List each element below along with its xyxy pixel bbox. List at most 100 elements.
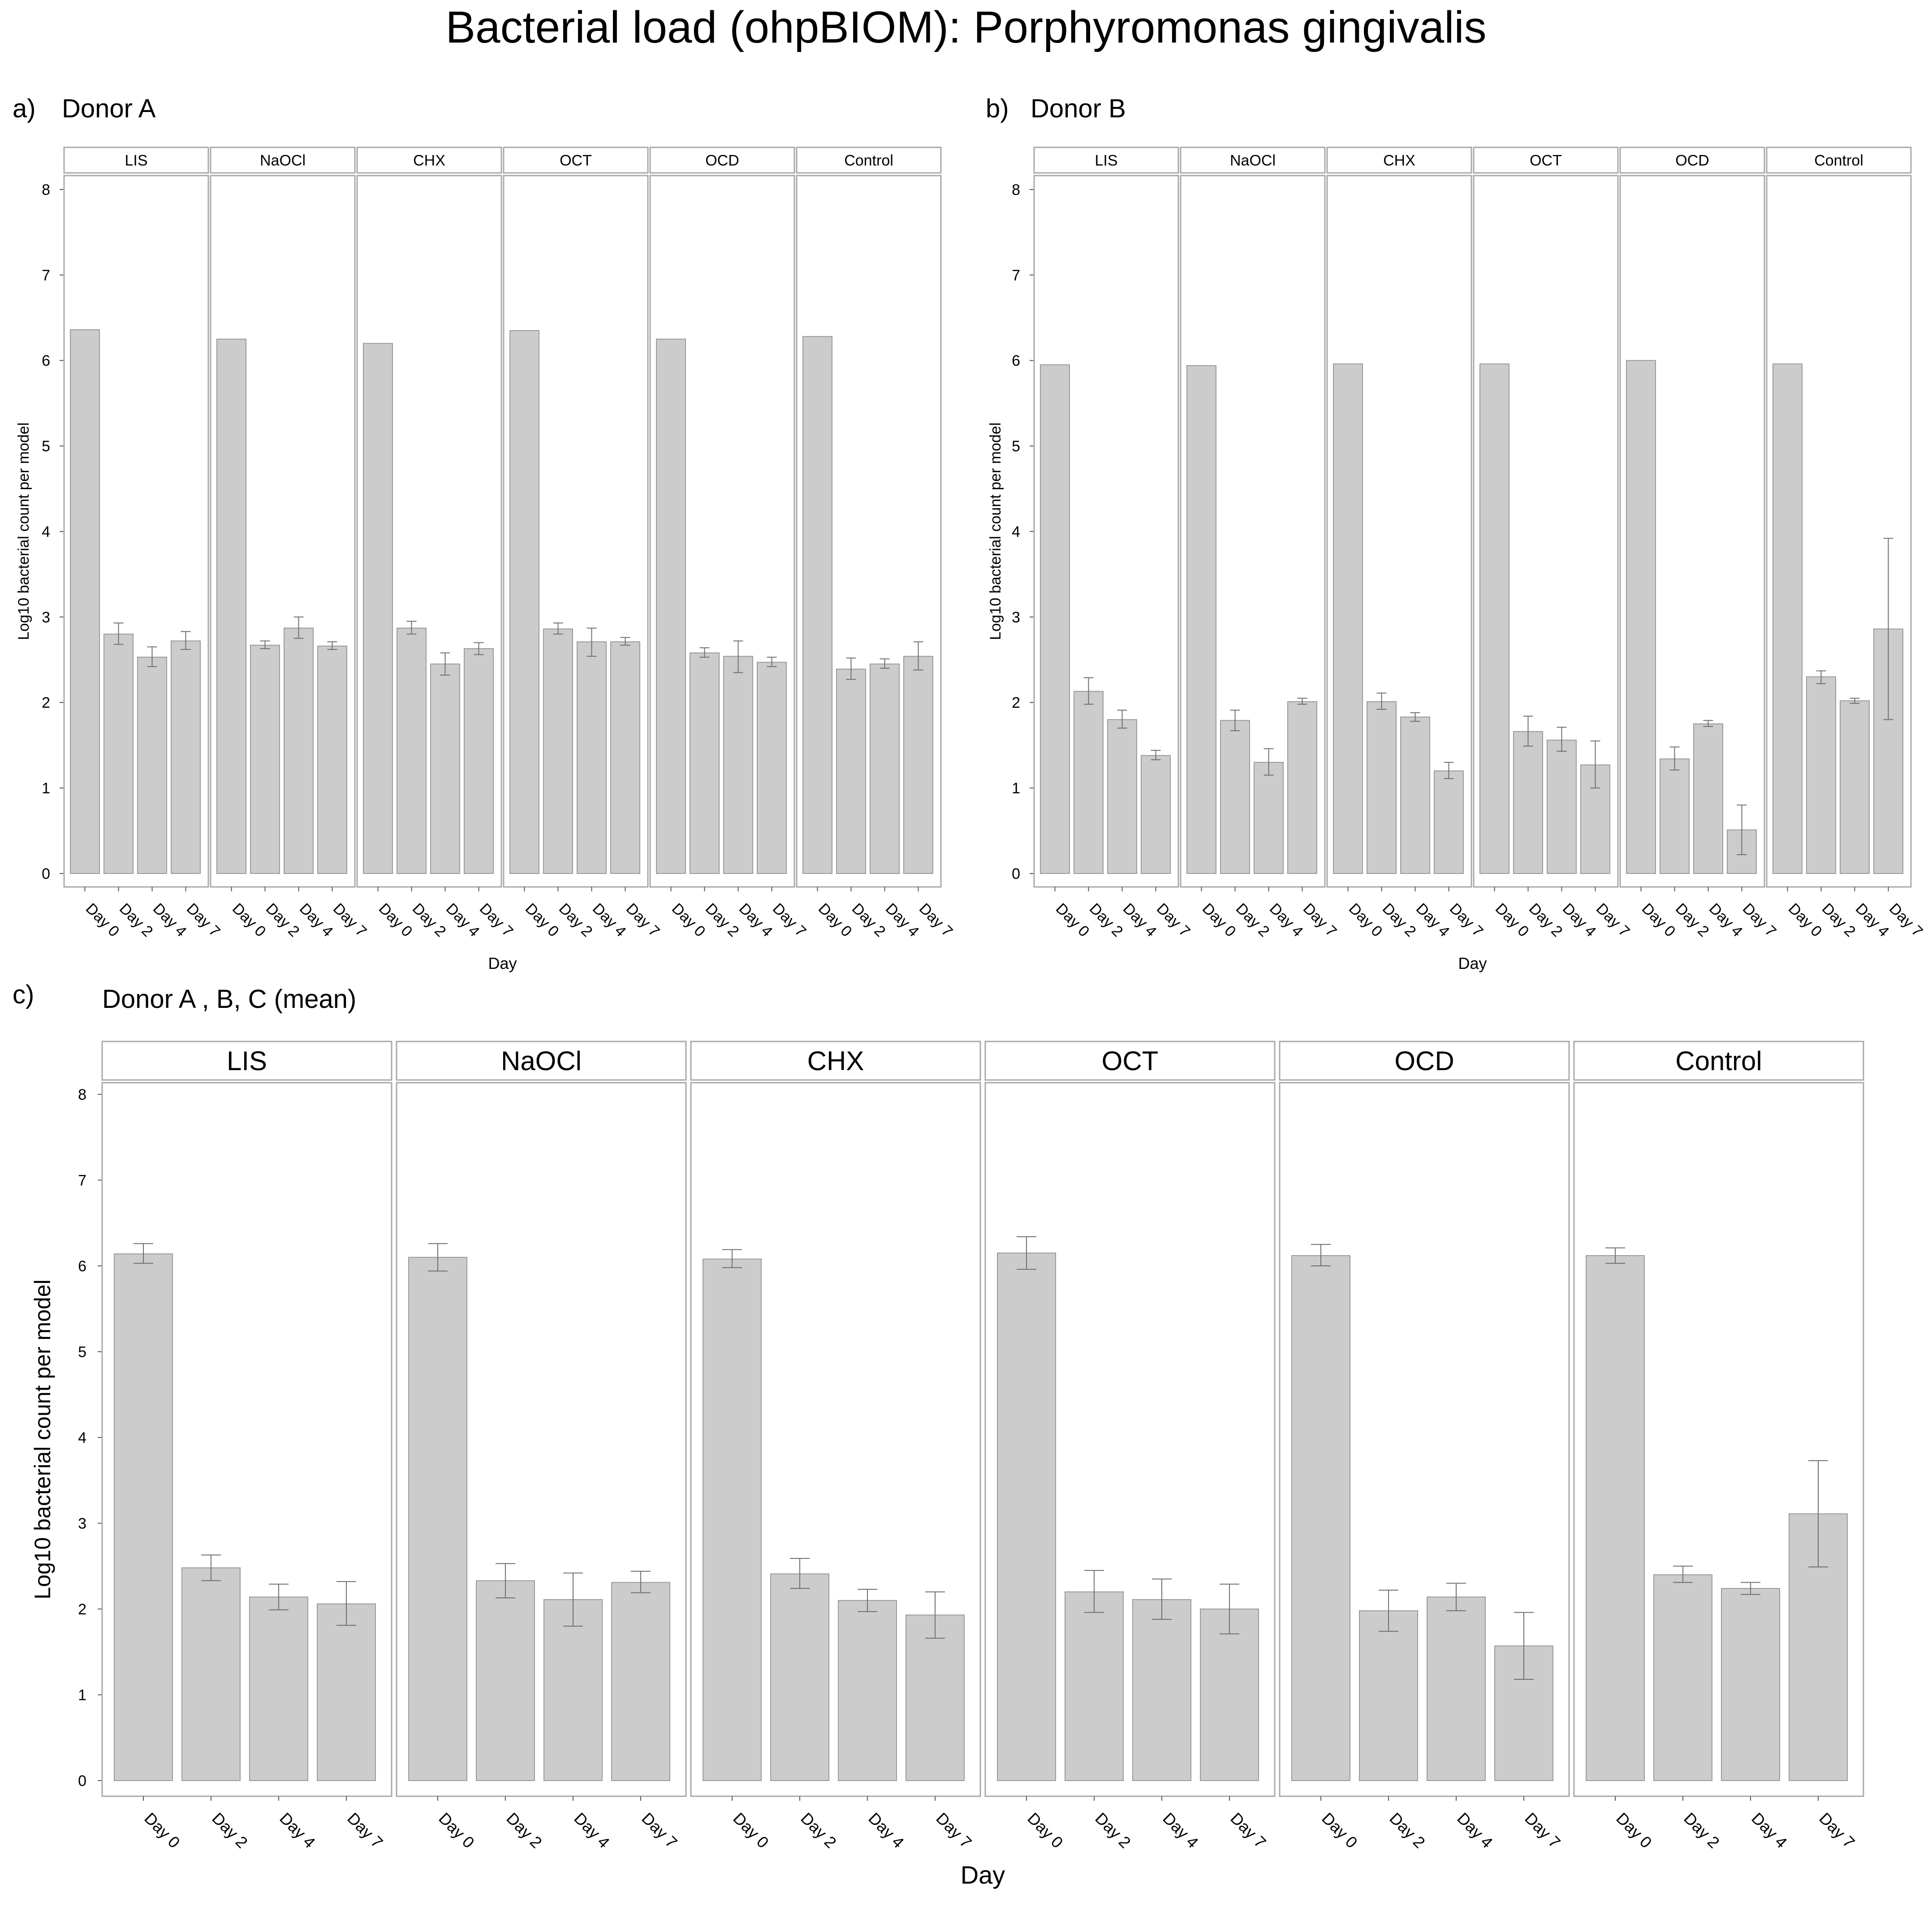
facet-strip <box>503 146 649 174</box>
bar-ocd-day-2 <box>1359 1610 1418 1781</box>
facet-strip <box>1326 146 1472 174</box>
bar-naocl-day-4 <box>543 1599 603 1781</box>
bar-chx-day-0 <box>703 1258 762 1781</box>
bar-naocl-day-0 <box>408 1256 467 1781</box>
y-tick-label: 5 <box>1012 438 1020 455</box>
figure-title: Bacterial load (ohpBIOM): Porphyromonas … <box>445 2 1486 52</box>
facet-strip-label: OCT <box>1530 152 1562 169</box>
bar-chx-day-4 <box>430 663 460 874</box>
bar-oct-day-4 <box>1547 740 1577 874</box>
panel-title: Donor A <box>62 94 156 123</box>
bar-naocl-day-4 <box>1254 762 1284 874</box>
bar-lis-day-4 <box>137 657 167 874</box>
bar-lis-day-0 <box>114 1253 173 1781</box>
y-tick-label: 7 <box>78 1172 86 1189</box>
facet-strip-label: OCT <box>1102 1046 1159 1076</box>
facet-strip <box>1473 146 1619 174</box>
bar-chx-day-2 <box>397 628 427 874</box>
panel-title: Donor A , B, C (mean) <box>102 985 356 1014</box>
y-tick-label: 5 <box>78 1343 86 1360</box>
bar-chx-day-2 <box>770 1573 829 1781</box>
y-tick-label: 2 <box>42 694 50 711</box>
y-tick-label: 2 <box>1012 694 1020 711</box>
facet-strip <box>1279 1041 1570 1081</box>
panel-title: Donor B <box>1031 94 1126 123</box>
y-tick-label: 3 <box>78 1515 86 1532</box>
bar-lis-day-0 <box>1040 364 1070 874</box>
y-tick-label: 4 <box>78 1429 86 1446</box>
bar-ocd-day-4 <box>723 656 753 874</box>
bar-chx-day-7 <box>1434 770 1464 874</box>
bar-lis-day-7 <box>171 640 201 874</box>
bar-naocl-day-2 <box>476 1580 535 1781</box>
x-axis-label: Day <box>488 954 517 972</box>
bar-oct-day-0 <box>1479 363 1509 874</box>
facet-strip-label: CHX <box>413 152 445 169</box>
y-tick-label: 4 <box>42 523 50 540</box>
facet-strip <box>63 146 209 174</box>
chart-panel-c: c) Donor A , B, C (mean) 0 1 2 3 4 5 6 7 8 Log10 ba… <box>13 980 1864 1889</box>
y-tick-label: 1 <box>1012 780 1020 797</box>
facet-strip <box>649 146 795 174</box>
chart-panel-a: a) Donor A 0 1 2 3 4 5 6 7 8 Log10 bacterial count … <box>13 94 956 972</box>
bar-chx-day-0 <box>363 343 393 874</box>
facet-strip-label: OCD <box>705 152 739 169</box>
facet-strip-label: Control <box>1814 152 1863 169</box>
y-tick-label: 0 <box>1012 865 1020 882</box>
y-tick-label: 7 <box>1012 267 1020 284</box>
y-tick-label: 1 <box>42 780 50 797</box>
facet-strip-label: NaOCl <box>1230 152 1276 169</box>
y-tick-label: 1 <box>78 1687 86 1704</box>
bar-chx-day-4 <box>1400 716 1430 874</box>
bar-control-day-0 <box>1772 363 1803 874</box>
bar-oct-day-0 <box>997 1252 1056 1781</box>
bar-lis-day-2 <box>104 633 134 874</box>
x-axis-label: Day <box>1458 954 1487 972</box>
bar-oct-day-2 <box>543 628 573 874</box>
bar-ocd-day-2 <box>1660 758 1690 874</box>
bar-oct-day-0 <box>509 330 539 874</box>
y-tick-label: 6 <box>78 1258 86 1275</box>
bar-lis-day-7 <box>317 1603 376 1781</box>
facet-strip-label: CHX <box>807 1046 864 1076</box>
facet-strip <box>210 146 356 174</box>
bar-lis-day-4 <box>249 1596 308 1781</box>
facet-strip <box>1766 146 1912 174</box>
panel-letter: c) <box>13 980 34 1009</box>
facet-strip-label: LIS <box>227 1046 267 1076</box>
bar-oct-day-7 <box>1200 1609 1259 1781</box>
facet-strip <box>1573 1041 1864 1081</box>
facet-strip-label: Control <box>844 152 893 169</box>
y-tick-label: 8 <box>42 181 50 198</box>
bar-ocd-day-4 <box>1693 723 1723 874</box>
bar-oct-day-2 <box>1065 1591 1124 1781</box>
panels: a) Donor A 0 1 2 3 4 5 6 7 8 Log10 bacterial count … <box>13 94 1926 1889</box>
facet-strip-label: LIS <box>1095 152 1117 169</box>
bar-naocl-day-7 <box>1287 701 1317 874</box>
facet-strip-label: OCD <box>1675 152 1709 169</box>
bar-control-day-2 <box>836 668 866 874</box>
chart-panel-b: b) Donor B 0 1 2 3 4 5 6 7 8 Log10 bacterial count … <box>986 94 1926 972</box>
facet-strip <box>984 1041 1276 1081</box>
facet-strip <box>690 1041 981 1081</box>
bar-ocd-day-4 <box>1427 1596 1486 1781</box>
bar-naocl-day-7 <box>611 1582 670 1781</box>
bar-chx-day-2 <box>1367 701 1397 874</box>
y-tick-label: 3 <box>1012 609 1020 626</box>
bar-control-day-7 <box>903 656 933 874</box>
bar-oct-day-7 <box>610 641 640 874</box>
bar-ocd-day-0 <box>1626 360 1656 874</box>
bar-control-day-4 <box>870 663 900 874</box>
facet-strip <box>396 1041 687 1081</box>
bar-chx-day-4 <box>838 1600 897 1781</box>
bar-lis-day-2 <box>181 1567 241 1781</box>
